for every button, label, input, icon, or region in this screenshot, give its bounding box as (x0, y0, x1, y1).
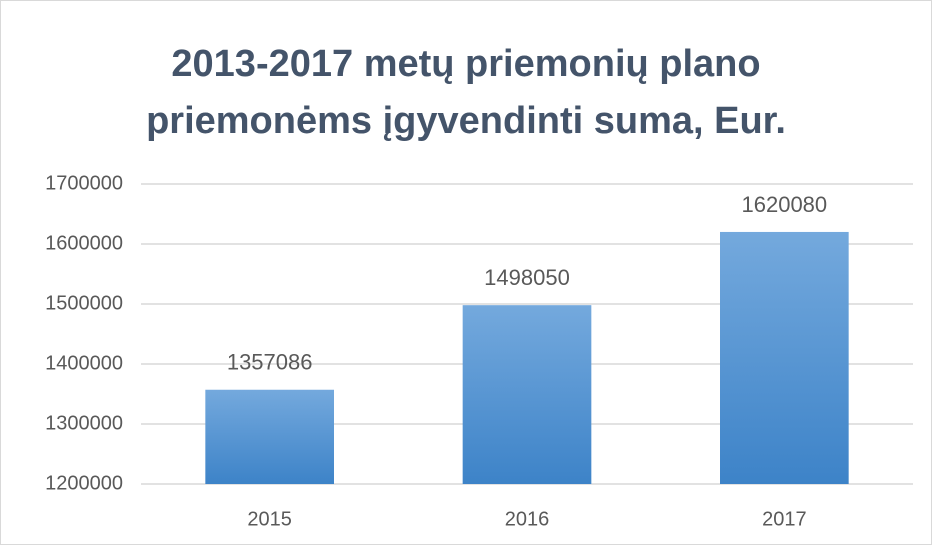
y-tick-label: 1300000 (45, 412, 123, 434)
y-tick-label: 1400000 (45, 352, 123, 374)
x-tick-label: 2017 (762, 508, 807, 530)
y-tick-label: 1200000 (45, 472, 123, 494)
chart-title: 2013-2017 metų priemonių plano priemonėm… (146, 43, 786, 142)
data-label: 1498050 (484, 265, 570, 290)
data-label: 1357086 (227, 350, 313, 375)
y-tick-label: 1700000 (45, 172, 123, 194)
bar (720, 231, 849, 484)
bar (462, 305, 592, 484)
bar (205, 389, 334, 484)
x-tick-label: 2015 (247, 508, 292, 530)
y-tick-label: 1500000 (45, 292, 123, 314)
data-label: 1620080 (742, 192, 828, 217)
y-tick-label: 1600000 (45, 232, 123, 254)
x-tick-label: 2016 (505, 508, 550, 530)
